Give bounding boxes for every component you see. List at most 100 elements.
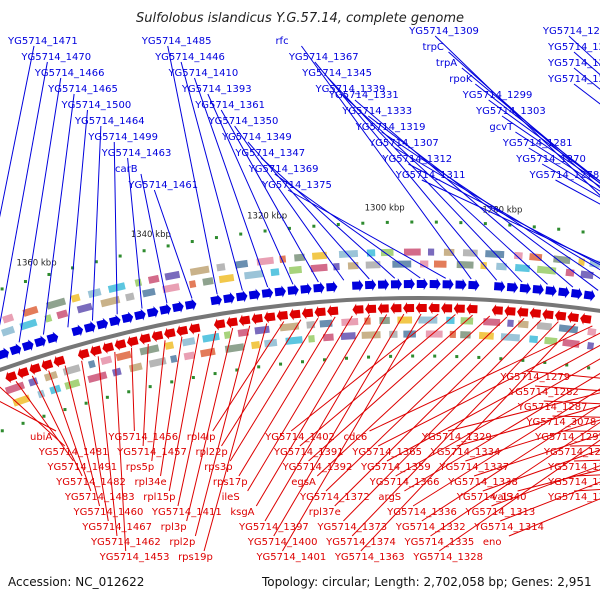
gene-label: trpC (423, 42, 444, 53)
forward-gene-arrow (274, 285, 286, 298)
scale-dot (434, 220, 438, 224)
feature-band-block (270, 268, 280, 277)
gene-label: YG5714_1483 (64, 492, 135, 503)
gene-label: YG5714_1340 (456, 492, 527, 503)
gene-label: YG5714_1278 (529, 170, 600, 181)
feature-band-block (111, 367, 122, 377)
gene-label: YG5714_1311 (395, 170, 466, 181)
forward-gene-arrow (172, 300, 184, 313)
gene-leader-line (573, 67, 600, 90)
gene-leader-line (131, 347, 135, 432)
gene-label: YG5714_1270 (515, 154, 586, 165)
gene-label: trpA (436, 58, 457, 69)
scale-dot (190, 240, 194, 244)
gene-label: YG5714_1268 (547, 42, 600, 53)
scale-dot (483, 222, 487, 226)
forward-gene-arrow (583, 289, 596, 302)
scale-dot (118, 254, 122, 258)
reverse-gene-arrow (567, 311, 579, 324)
feature-band-block (188, 280, 197, 289)
gene-label: YG5714_1400 (247, 537, 318, 548)
scale-dot (344, 356, 348, 360)
gene-label: YG5714_1453 (99, 552, 170, 563)
gene-leader-line (448, 51, 600, 189)
gene-leader-line (287, 189, 446, 279)
gene-leader-line (160, 336, 183, 477)
feature-band-block (264, 338, 278, 348)
scale-dot (411, 354, 415, 358)
feature-band-block (148, 357, 167, 368)
scale-dot (385, 220, 389, 224)
gene-label: YG5714_1373 (316, 522, 387, 533)
feature-band-block (216, 263, 226, 272)
gene-leader-line (421, 179, 600, 264)
gene-label: YG5714_1350 (208, 116, 279, 127)
gene-label: YG5714_1457 (116, 447, 187, 458)
feature-band-block (125, 292, 135, 302)
gene-label: YG5714_1281 (502, 138, 573, 149)
gene-leader-line (260, 157, 396, 279)
scale-dot (166, 244, 170, 248)
feature-band-block (580, 270, 594, 280)
scale-dot (105, 395, 109, 399)
forward-gene-arrow (364, 278, 377, 291)
feature-band-block (139, 344, 160, 356)
gene-leader-line (343, 319, 542, 522)
feature-band-block (427, 248, 435, 256)
feature-band-block (46, 297, 67, 310)
gene-label: YG5714_1372 (299, 492, 370, 503)
gene-leader-line (186, 328, 234, 522)
gene-leader-line (140, 173, 168, 304)
forward-gene-leaders (0, 35, 600, 343)
gene-leader-line (168, 333, 200, 492)
map-title: Sulfolobus islandicus Y.G.57.14, complet… (136, 11, 464, 26)
gene-leader-line (314, 61, 498, 281)
feature-band-block (500, 333, 520, 342)
feature-band-block (28, 377, 39, 387)
feature-band-block (529, 335, 539, 344)
reverse-gene-arrow (542, 308, 554, 321)
reverse-gene-arrow (139, 333, 151, 345)
feature-band-block (254, 325, 270, 335)
gene-label: YG5714_1461 (127, 180, 198, 191)
feature-band-block (420, 260, 429, 268)
gene-label: YG5714_1460 (73, 507, 144, 518)
gene-label: carB (115, 164, 138, 175)
scale-dot (213, 372, 217, 376)
gene-leader-line (488, 99, 600, 182)
gene-leader-line (456, 405, 600, 447)
feature-band-block (311, 251, 328, 260)
gene-leader-line (64, 365, 101, 507)
scale-dot (367, 355, 371, 359)
feature-band-block (164, 270, 181, 281)
gene-leader-line (48, 370, 92, 492)
gene-label: rps5p (126, 462, 154, 473)
reverse-gene-arrow (314, 306, 326, 319)
reverse-gene-arrow (491, 304, 503, 317)
gene-label: YG5714_1345 (301, 68, 372, 79)
gene-label: YG5714_1272 (547, 58, 600, 69)
feature-band-block (338, 249, 359, 258)
gene-label: rps17p (213, 477, 248, 488)
feature-band-block (586, 342, 595, 350)
feature-band-block (553, 255, 571, 265)
forward-gene-arrow (455, 278, 467, 291)
forward-gene-arrow (159, 303, 172, 316)
gene-label: YG5714_1313 (464, 507, 535, 518)
gene-leader-line (177, 330, 217, 507)
feature-band-block (517, 320, 529, 329)
forward-gene-arrow (236, 290, 248, 303)
scale-dot (301, 360, 305, 364)
reverse-gene-arrow (114, 339, 127, 351)
gene-label: YG5714_1305 (547, 477, 600, 488)
gene-leader-line (508, 498, 600, 537)
gene-leader-line (404, 372, 600, 492)
gene-label: YG5714_1485 (141, 36, 212, 47)
feature-band-block (202, 332, 220, 343)
reverse-gene-arrow (403, 302, 415, 315)
scale-label: 1300 kbp (365, 203, 405, 213)
gene-leader-line (193, 77, 269, 288)
scale-dot (389, 354, 393, 358)
scale-dot (433, 354, 437, 358)
